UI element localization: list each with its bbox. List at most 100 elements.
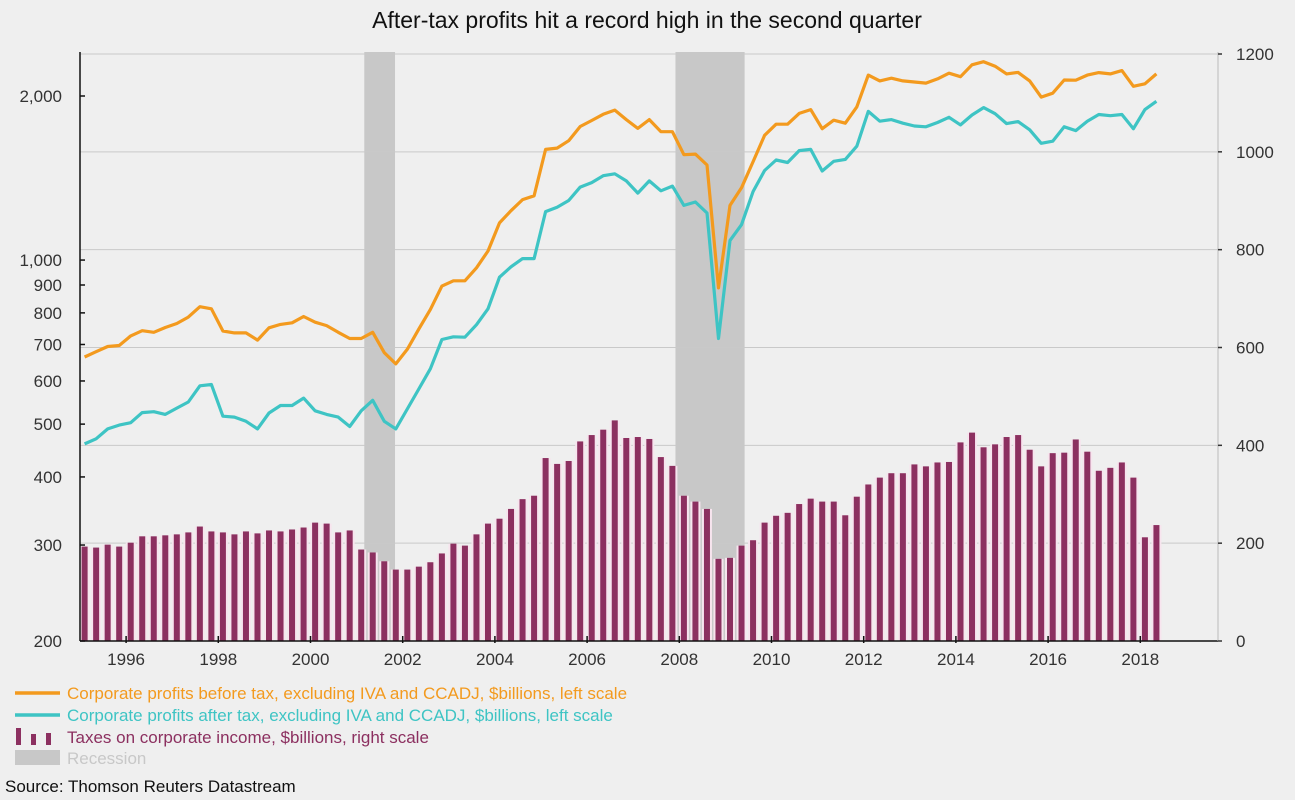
tax-bar	[1038, 466, 1045, 641]
tax-bar	[1107, 467, 1114, 641]
tax-bar	[1130, 477, 1137, 641]
tax-bar	[819, 501, 826, 641]
tax-bar	[1061, 452, 1068, 641]
legend-label-taxes: Taxes on corporate income, $billions, ri…	[67, 728, 429, 747]
right-tick-label: 600	[1236, 339, 1264, 358]
right-tick-label: 400	[1236, 436, 1264, 455]
tax-bar	[438, 553, 445, 641]
tax-bar	[81, 546, 88, 641]
x-tick-label: 2016	[1029, 650, 1067, 669]
tax-bar	[519, 499, 526, 641]
tax-bar	[911, 464, 918, 641]
left-tick-label: 600	[34, 372, 62, 391]
tax-bar	[369, 552, 376, 641]
tax-bar	[773, 515, 780, 641]
tax-bar	[715, 558, 722, 641]
tax-bar	[1095, 470, 1102, 641]
x-tick-label: 2008	[660, 650, 698, 669]
tax-bar	[496, 518, 503, 641]
tax-bar	[277, 531, 284, 641]
tax-bar	[899, 473, 906, 641]
tax-bar	[300, 527, 307, 641]
tax-bar	[473, 534, 480, 641]
tax-bars	[79, 420, 1162, 641]
tax-bar	[577, 441, 584, 641]
left-tick-label: 2,000	[19, 87, 62, 106]
left-tick-label: 700	[34, 335, 62, 354]
tax-bar	[853, 496, 860, 641]
legend-swatch-recession	[15, 750, 60, 765]
tax-bar	[173, 534, 180, 641]
profit-lines	[83, 60, 1158, 446]
legend-label-pretax: Corporate profits before tax, excluding …	[67, 684, 627, 703]
legend-label-recession: Recession	[67, 749, 146, 768]
tax-bar	[657, 457, 664, 641]
tax-bar	[1153, 525, 1160, 641]
left-tick-label: 400	[34, 468, 62, 487]
left-tick-label: 900	[34, 276, 62, 295]
legend-swatch-taxes	[16, 728, 51, 745]
tax-bar	[865, 484, 872, 641]
tax-bar	[531, 495, 538, 641]
tax-bar	[588, 435, 595, 641]
tax-bar	[242, 531, 249, 641]
tax-bar	[381, 561, 388, 641]
tax-bar	[1084, 451, 1091, 641]
tax-bar	[669, 465, 676, 641]
tax-bar	[554, 463, 561, 641]
tax-bar	[231, 534, 238, 641]
tax-bar	[842, 515, 849, 641]
tax-bar	[346, 530, 353, 641]
tax-bar	[116, 546, 123, 641]
tax-bar	[427, 562, 434, 641]
tax-bar	[703, 508, 710, 641]
tax-bar	[761, 522, 768, 641]
tax-bar	[1072, 439, 1079, 641]
x-tick-label: 2004	[476, 650, 514, 669]
tax-bar	[611, 420, 618, 641]
tax-bar	[104, 544, 111, 641]
tax-bar	[185, 532, 192, 641]
tax-bar	[266, 530, 273, 641]
x-tick-label: 2014	[937, 650, 975, 669]
tax-bar	[796, 504, 803, 641]
tax-bar	[934, 462, 941, 641]
tax-bar	[807, 498, 814, 641]
tax-bar	[404, 569, 411, 641]
tax-bar	[162, 535, 169, 641]
tax-bar	[634, 437, 641, 641]
tax-bar	[888, 473, 895, 641]
aftertax-profits-line	[83, 100, 1158, 446]
right-tick-label: 1200	[1236, 45, 1274, 64]
left-tick-label: 500	[34, 415, 62, 434]
tax-bar	[876, 477, 883, 641]
tax-bar	[1141, 537, 1148, 641]
tax-bar	[254, 533, 261, 641]
tax-bar	[392, 569, 399, 641]
x-tick-label: 2012	[845, 650, 883, 669]
tax-bar	[196, 526, 203, 641]
tax-bar	[508, 508, 515, 641]
tax-bar	[957, 442, 964, 641]
tax-bar	[484, 523, 491, 641]
tax-bar	[93, 547, 100, 641]
tax-bar	[600, 429, 607, 641]
pretax-profits-line	[83, 60, 1158, 366]
tax-bar	[461, 545, 468, 641]
tax-bar	[1118, 462, 1125, 641]
left-tick-label: 300	[34, 536, 62, 555]
tax-bar	[150, 536, 157, 641]
tax-bar	[646, 438, 653, 641]
x-tick-label: 2002	[384, 650, 422, 669]
tax-bar	[208, 531, 215, 641]
source-note: Source: Thomson Reuters Datastream	[5, 777, 296, 796]
right-tick-label: 800	[1236, 241, 1264, 260]
x-tick-label: 2000	[292, 650, 330, 669]
left-tick-label: 1,000	[19, 251, 62, 270]
tax-bar	[784, 512, 791, 641]
tax-bar	[980, 447, 987, 641]
x-tick-label: 2006	[568, 650, 606, 669]
tax-bar	[542, 458, 549, 641]
legend-label-aftertax: Corporate profits after tax, excluding I…	[67, 706, 613, 725]
axes: 200 300 400 500 600 700 800 900 1,000 2,000 0 200 40…	[19, 45, 1273, 669]
